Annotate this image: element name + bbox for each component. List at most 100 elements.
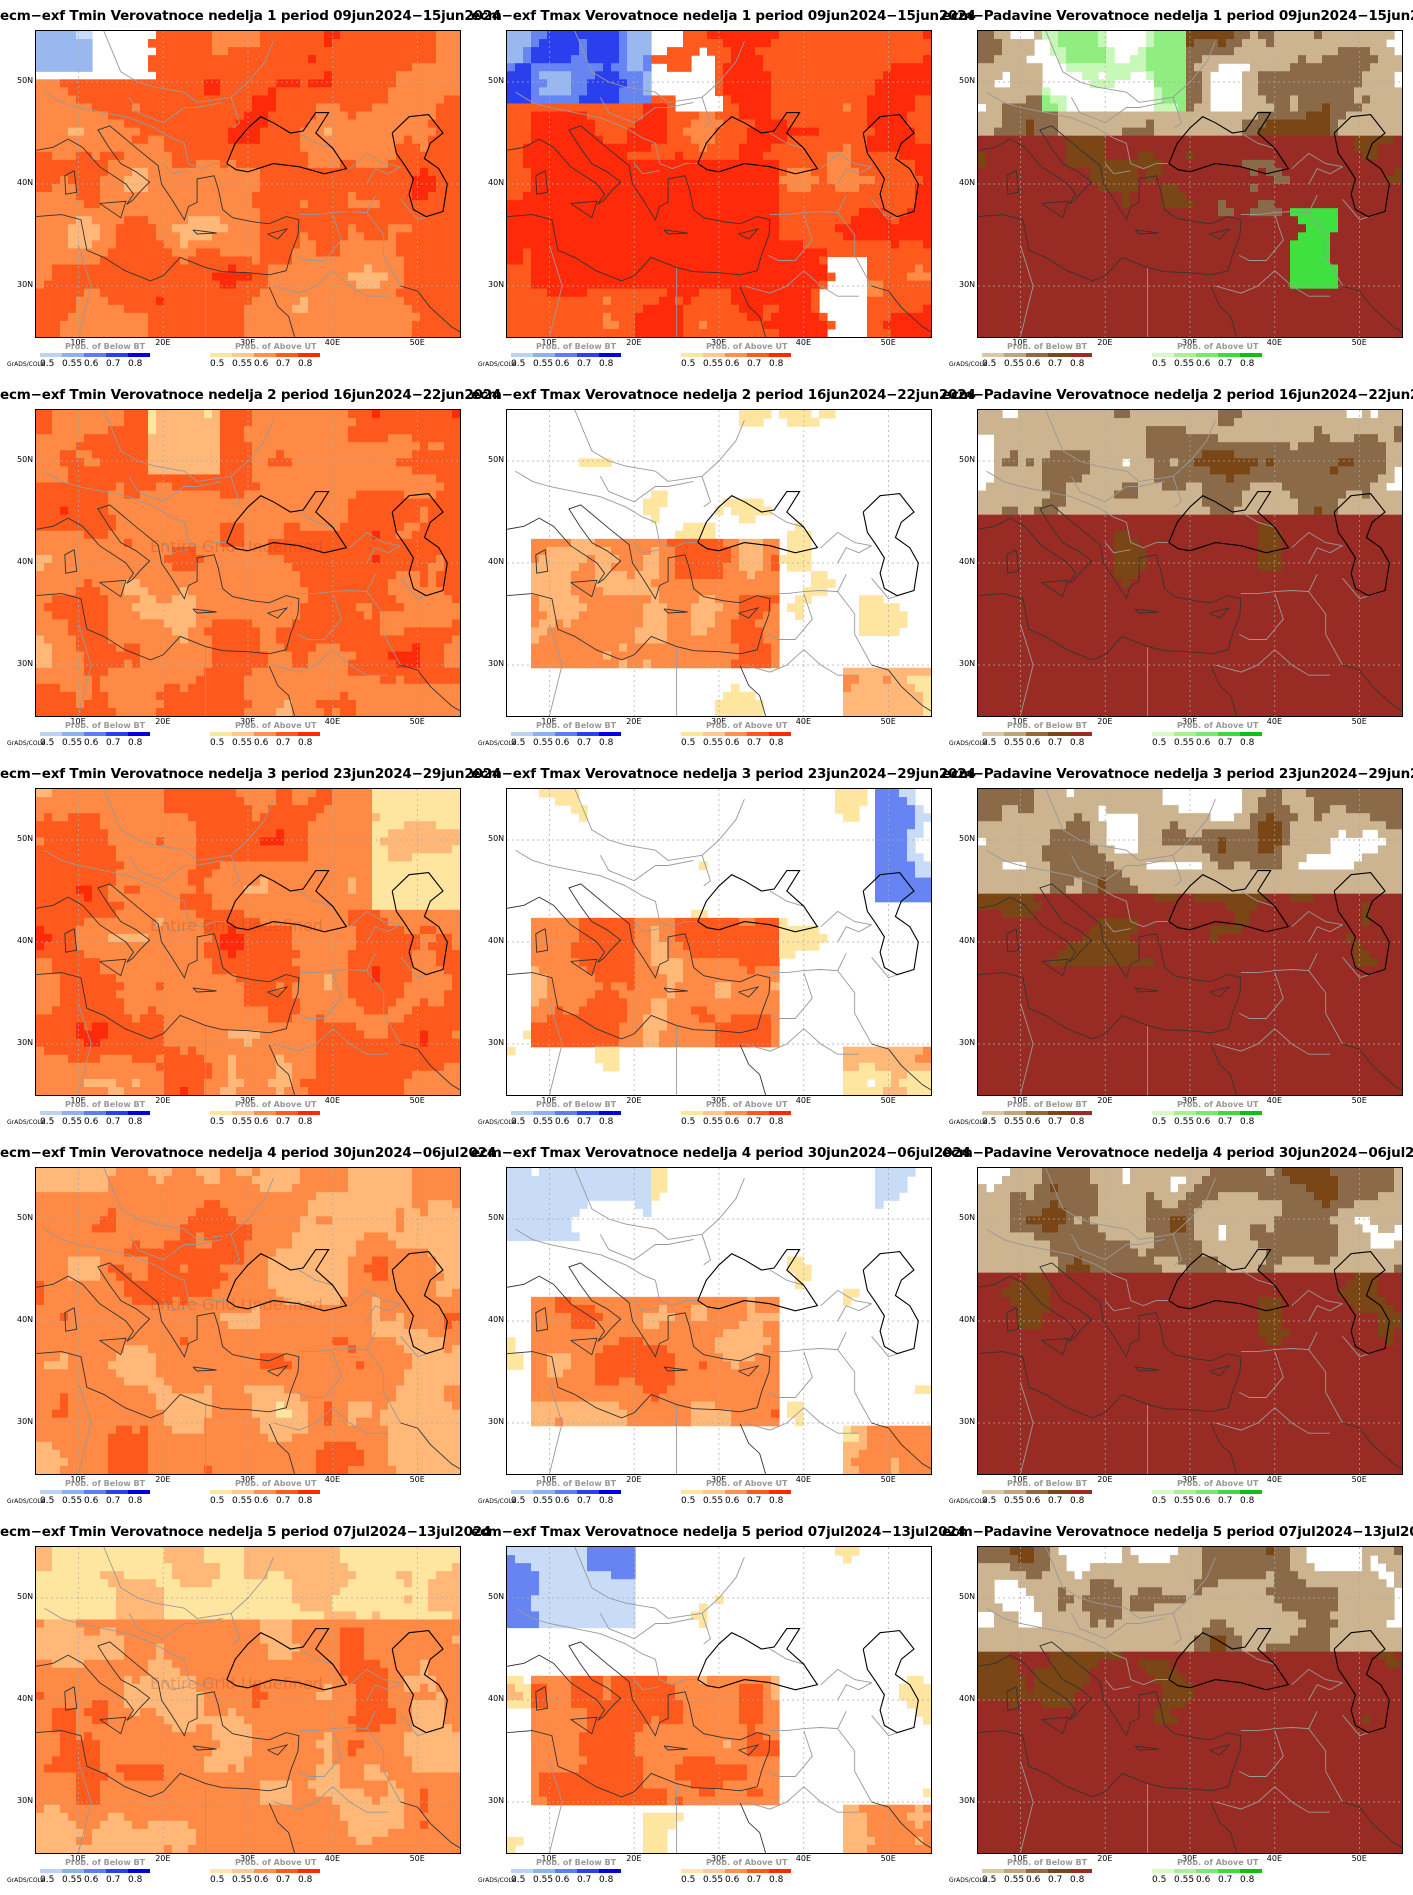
colorbar-tick-label: 0.55 — [232, 738, 252, 748]
colorbar-tick-label: 0.7 — [577, 1875, 591, 1885]
colorbar-swatch — [40, 353, 62, 357]
country-borders — [44, 31, 444, 337]
longitude-label: 40E — [325, 1475, 340, 1484]
colorbar-swatch — [1048, 1111, 1070, 1115]
colorbar-swatch — [1218, 1490, 1240, 1494]
longitude-label: 40E — [1267, 1475, 1282, 1484]
colorbar-tick-label: 0.55 — [703, 738, 723, 748]
colorbar-swatches — [511, 353, 621, 357]
colorbar-swatches — [40, 732, 150, 736]
colorbar-tick-label: 0.7 — [276, 1496, 290, 1506]
longitude-label: 50E — [410, 1096, 425, 1105]
colorbar-tick-label: 0.5 — [511, 359, 525, 369]
colorbar-tick-label: 0.7 — [106, 1875, 120, 1885]
colorbar-tick-label: 0.7 — [1048, 1496, 1062, 1506]
colorbar-swatch — [681, 1869, 703, 1873]
colorbar-tick-label: 0.5 — [511, 1875, 525, 1885]
country-borders — [986, 789, 1386, 1095]
colorbar-tick-label: 0.55 — [1004, 1496, 1024, 1506]
colorbar-swatch — [276, 1490, 298, 1494]
colorbar-swatch — [1240, 732, 1262, 736]
colorbar-swatches — [982, 1490, 1092, 1494]
longitude-label: 30E — [240, 717, 255, 726]
colorbar-swatch — [599, 1111, 621, 1115]
longitude-label: 20E — [155, 1475, 170, 1484]
colorbar-tick-label: 0.7 — [1048, 1875, 1062, 1885]
colorbar-swatch — [254, 1490, 276, 1494]
colorbar-swatch — [1196, 1869, 1218, 1873]
colorbar-caption: Prob. of Above UT — [706, 1100, 787, 1109]
colorbar-caption: Prob. of Below BT — [536, 1100, 616, 1109]
colorbar-tick-label: 0.8 — [1070, 359, 1084, 369]
panel-title: ecm−Padavine Verovatnoce nedelja 1 perio… — [942, 8, 1413, 24]
colorbar-tick-label: 0.6 — [725, 738, 739, 748]
coastlines — [36, 870, 460, 1095]
colorbar-swatch — [982, 1111, 1004, 1115]
country-borders — [986, 410, 1386, 716]
grads-credit: GrADS/COLA — [7, 361, 45, 368]
colorbar-swatch — [1174, 1111, 1196, 1115]
colorbar-swatch — [577, 732, 599, 736]
colorbar-tick-label: 0.7 — [1218, 1117, 1232, 1127]
colorbar-tick-label: 0.7 — [1218, 738, 1232, 748]
colorbar-swatches — [511, 1111, 621, 1115]
colorbar-swatch — [210, 732, 232, 736]
colorbar-tick-label: 0.6 — [725, 1496, 739, 1506]
longitude-label: 40E — [796, 1475, 811, 1484]
colorbar-tick-label: 0.6 — [84, 1117, 98, 1127]
map-canvas — [507, 1168, 931, 1474]
colorbar-swatch — [106, 353, 128, 357]
colorbar-swatch — [1152, 1869, 1174, 1873]
colorbar-tick-label: 0.55 — [533, 1496, 553, 1506]
longitude-label: 50E — [410, 1854, 425, 1863]
country-borders — [986, 31, 1386, 337]
country-borders — [515, 1547, 915, 1853]
coastlines — [36, 491, 460, 716]
colorbar-tick-label: 0.55 — [703, 1117, 723, 1127]
latitude-label: 30N — [959, 1417, 975, 1426]
colorbar-tick-label: 0.6 — [1196, 1875, 1210, 1885]
colorbar-swatch — [1070, 1869, 1092, 1873]
colorbar-tick-label: 0.5 — [210, 738, 224, 748]
map-panel-tmax-week-2: ecm−exf Tmax Verovatnoce nedelja 2 perio… — [471, 379, 976, 758]
colorbar-tick-label: 0.8 — [1240, 1117, 1254, 1127]
longitude-label: 40E — [325, 338, 340, 347]
colorbar-swatches — [1152, 353, 1262, 357]
latitude-label: 50N — [959, 834, 975, 843]
grads-credit: GrADS/COLA — [7, 740, 45, 747]
longitude-label: 10E — [1012, 1475, 1027, 1484]
colorbar-tick-label: 0.55 — [1174, 738, 1194, 748]
colorbar-tick-label: 0.5 — [40, 359, 54, 369]
colorbar-swatch — [1218, 353, 1240, 357]
colorbar-swatch — [511, 1490, 533, 1494]
latitude-label: 50N — [17, 455, 33, 464]
map-panel-tmax-week-1: ecm−exf Tmax Verovatnoce nedelja 1 perio… — [471, 0, 976, 379]
colorbar-caption: Prob. of Below BT — [1007, 1858, 1087, 1867]
grads-credit: GrADS/COLA — [949, 1119, 987, 1126]
colorbar-caption: Prob. of Below BT — [65, 1858, 145, 1867]
colorbar-swatches — [1152, 732, 1262, 736]
colorbar-tick-label: 0.7 — [747, 1875, 761, 1885]
latitude-label: 50N — [488, 1213, 504, 1222]
undefined-grid-watermark: Entire Grid Undefined — [150, 537, 323, 556]
colorbar-swatch — [747, 1869, 769, 1873]
colorbar-swatch — [128, 1490, 150, 1494]
colorbar-swatch — [1174, 1490, 1196, 1494]
colorbar-tick-label: 0.7 — [106, 359, 120, 369]
longitude-label: 30E — [711, 1475, 726, 1484]
colorbar-tick-label: 0.7 — [276, 359, 290, 369]
longitude-label: 50E — [881, 338, 896, 347]
coastlines — [507, 1249, 931, 1474]
longitude-label: 10E — [70, 1096, 85, 1105]
longitude-label: 20E — [1097, 1096, 1112, 1105]
colorbar-swatch — [1174, 1869, 1196, 1873]
colorbar-tick-label: 0.5 — [982, 359, 996, 369]
colorbar-swatch — [511, 1111, 533, 1115]
undefined-grid-watermark: Entire Grid Undefined — [150, 1674, 323, 1693]
panel-title: ecm−exf Tmax Verovatnoce nedelja 1 perio… — [471, 8, 976, 24]
colorbar-swatch — [533, 732, 555, 736]
longitude-label: 10E — [70, 1854, 85, 1863]
colorbar-swatch — [298, 1490, 320, 1494]
map-canvas — [978, 410, 1402, 716]
colorbar-tick-label: 0.55 — [62, 1496, 82, 1506]
